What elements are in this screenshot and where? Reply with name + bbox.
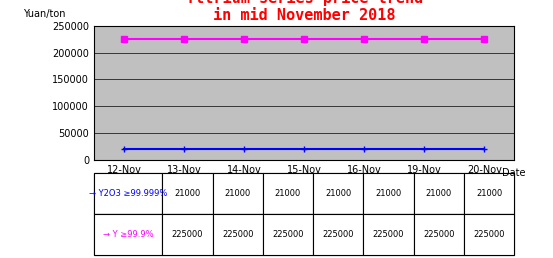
Text: 21000: 21000	[375, 189, 401, 198]
Text: 21000: 21000	[426, 189, 452, 198]
Text: 21000: 21000	[325, 189, 351, 198]
Text: → Y ≥99.9%: → Y ≥99.9%	[103, 230, 154, 239]
Text: 21000: 21000	[275, 189, 301, 198]
Text: 225000: 225000	[272, 230, 304, 239]
Title: Yttrium series price trend
in mid November 2018: Yttrium series price trend in mid Novemb…	[185, 0, 423, 23]
Text: 21000: 21000	[476, 189, 502, 198]
Text: 21000: 21000	[225, 189, 251, 198]
Text: 225000: 225000	[171, 230, 203, 239]
Text: Date: Date	[502, 168, 525, 178]
Text: 21000: 21000	[174, 189, 201, 198]
Text: 225000: 225000	[373, 230, 404, 239]
Text: 225000: 225000	[473, 230, 505, 239]
Text: → Y2O3 ≥99.999%: → Y2O3 ≥99.999%	[89, 189, 168, 198]
Text: 225000: 225000	[322, 230, 354, 239]
Text: Yuan/ton: Yuan/ton	[23, 9, 65, 19]
Text: 225000: 225000	[423, 230, 455, 239]
Text: 225000: 225000	[222, 230, 253, 239]
